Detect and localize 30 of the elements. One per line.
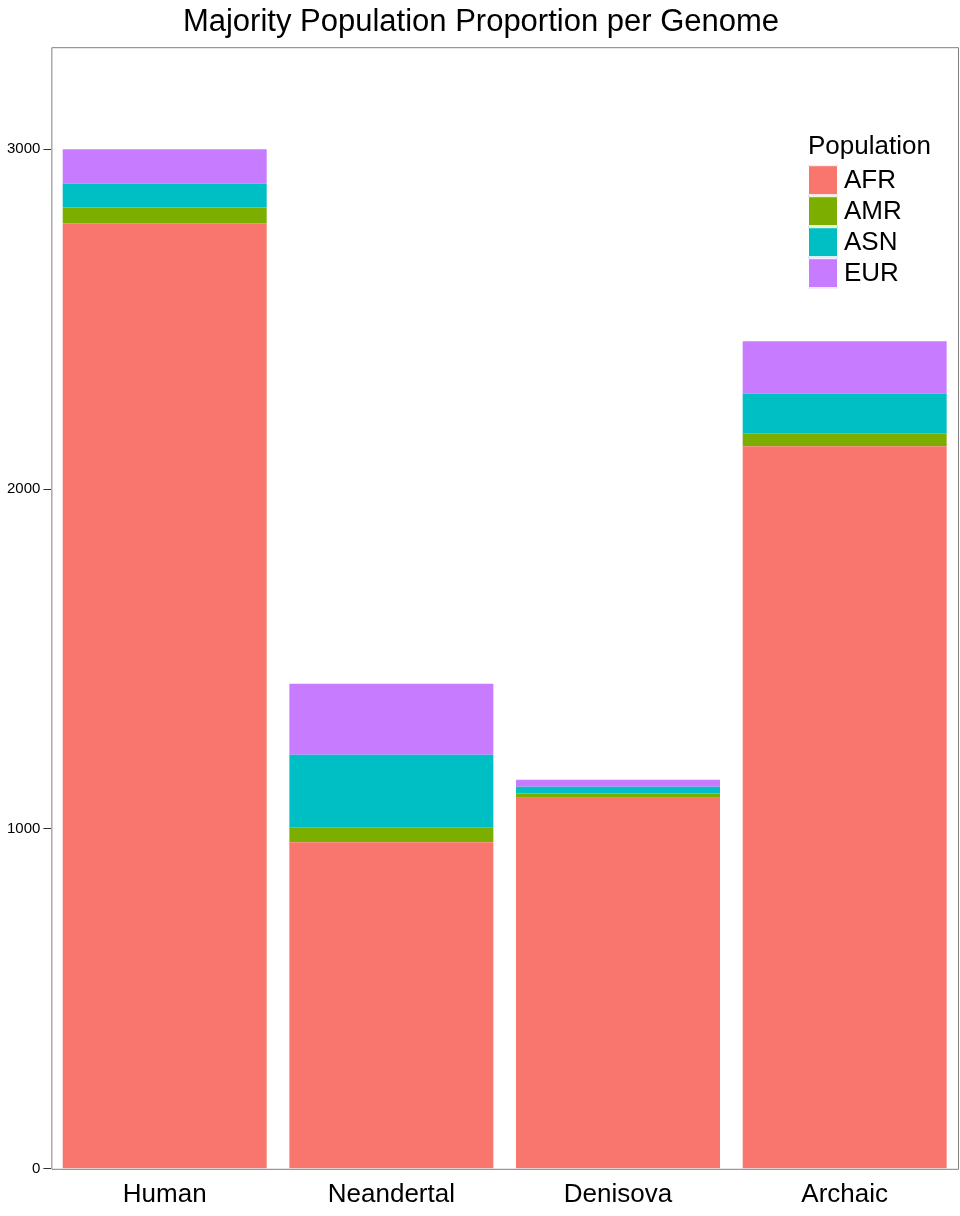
bar bbox=[289, 842, 494, 1169]
y-tick-label: 0 bbox=[32, 1158, 41, 1176]
bar bbox=[516, 793, 721, 798]
bar bbox=[516, 779, 721, 787]
x-tick-label: Human bbox=[122, 1177, 207, 1208]
legend-label: ASN bbox=[844, 226, 898, 257]
bar bbox=[742, 341, 947, 394]
bar bbox=[62, 183, 267, 208]
chart-title: Majority Population Proportion per Genome bbox=[182, 3, 780, 39]
bar bbox=[289, 754, 494, 828]
bar bbox=[516, 797, 721, 1169]
legend-label: EUR bbox=[844, 257, 899, 288]
bar bbox=[742, 393, 947, 434]
legend-label: AMR bbox=[844, 195, 902, 226]
legend-label: AFR bbox=[844, 164, 896, 195]
bar bbox=[742, 433, 947, 447]
x-tick-label: Neandertal bbox=[327, 1177, 455, 1208]
bar bbox=[62, 149, 267, 184]
legend-title: Population bbox=[808, 130, 931, 161]
y-tick-label: 2000 bbox=[6, 479, 41, 497]
x-tick-label: Denisova bbox=[563, 1177, 673, 1208]
bar bbox=[289, 683, 494, 755]
bar bbox=[742, 446, 947, 1169]
bar bbox=[516, 786, 721, 794]
y-tick-label: 3000 bbox=[6, 139, 41, 157]
x-tick-label: Archaic bbox=[801, 1177, 889, 1208]
bar bbox=[289, 827, 494, 843]
bar bbox=[62, 223, 267, 1169]
bar bbox=[62, 207, 267, 224]
y-tick-label: 1000 bbox=[6, 819, 41, 837]
